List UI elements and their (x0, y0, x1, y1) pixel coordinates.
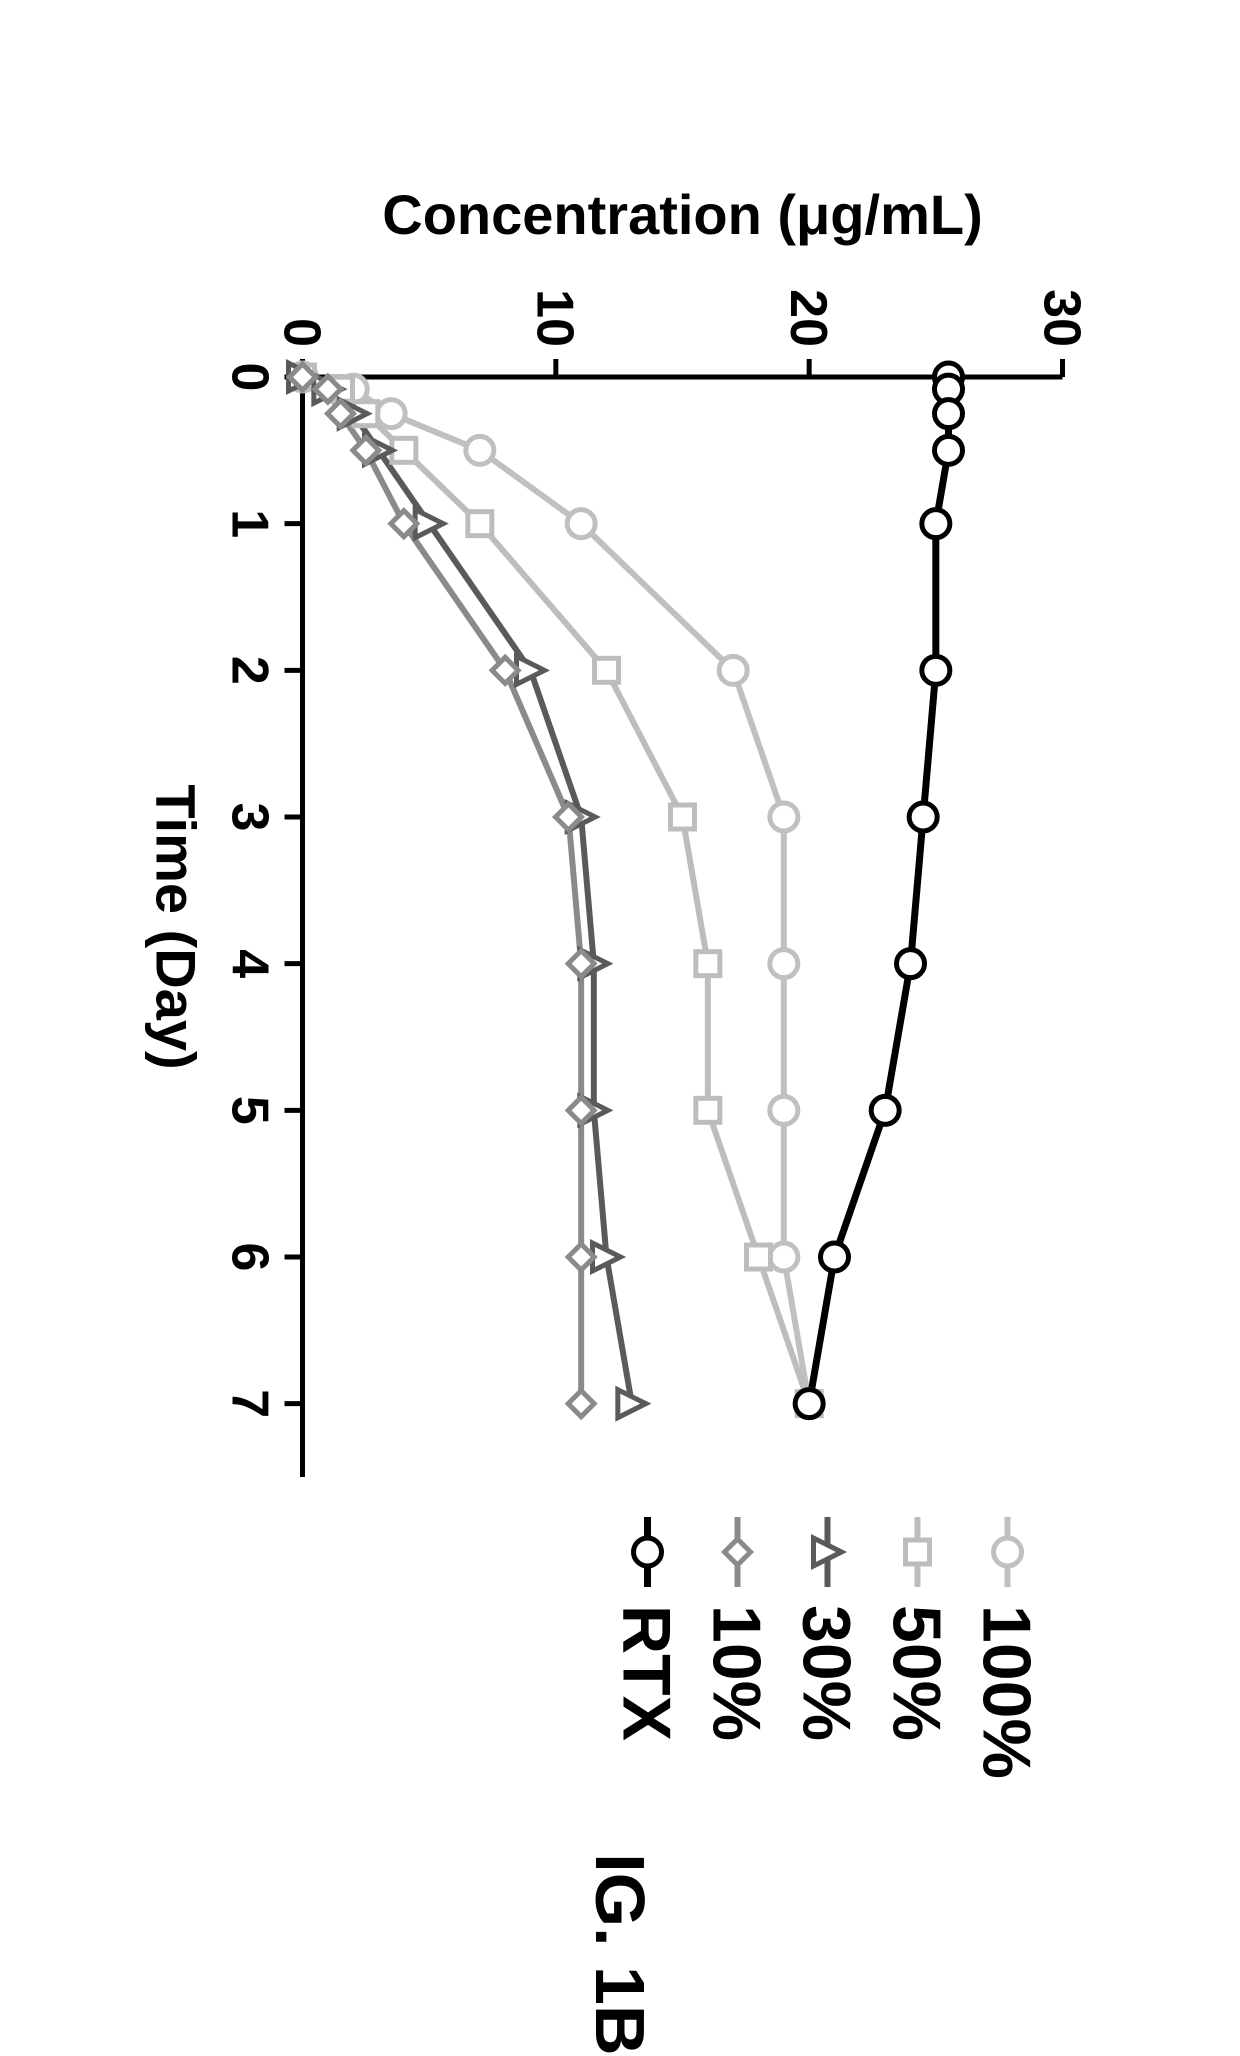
x-tick-label: 1 (221, 509, 279, 538)
chart-container: 0 1 2 3 4 5 6 7 0 10 20 30 Time (Day) Concentration (… (118, 157, 1123, 1857)
legend-label: RTX (609, 1605, 685, 1741)
legend-label: 100% (969, 1605, 1045, 1779)
y-tick-label: 0 (272, 318, 330, 347)
x-axis-label: Time (Day) (145, 784, 208, 1069)
legend-label: 10% (699, 1605, 775, 1741)
x-tick-label: 6 (221, 1242, 279, 1271)
x-tick-label: 0 (221, 362, 279, 391)
y-tick-label: 30 (1032, 289, 1090, 347)
y-tick-label: 10 (526, 289, 584, 347)
legend-label: 50% (879, 1605, 955, 1741)
x-tick-label: 3 (221, 802, 279, 831)
concentration-chart: 0 1 2 3 4 5 6 7 0 10 20 30 Time (Day) Concentration (… (123, 157, 1123, 1857)
x-tick-label: 5 (221, 1095, 279, 1124)
y-axis-label: Concentration (μg/mL) (382, 182, 982, 245)
x-tick-label: 7 (221, 1389, 279, 1418)
legend-label: 30% (789, 1605, 865, 1741)
x-tick-label: 2 (221, 655, 279, 684)
x-tick-label: 4 (221, 949, 279, 978)
y-tick-label: 20 (779, 289, 837, 347)
